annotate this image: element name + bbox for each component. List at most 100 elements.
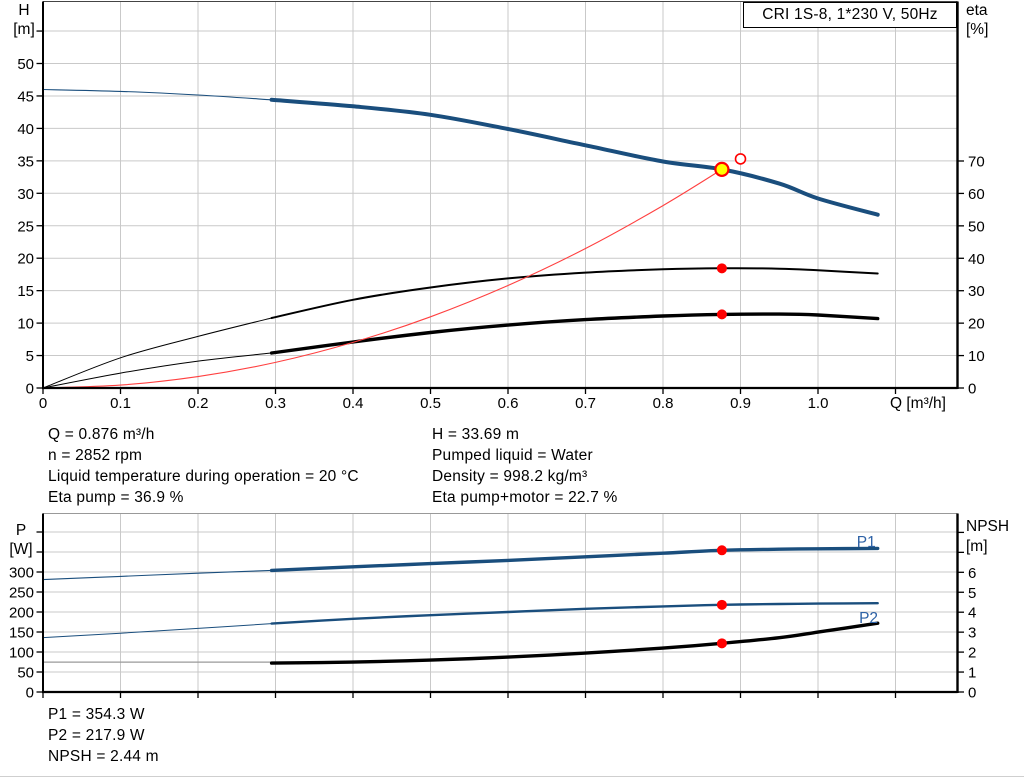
y-right-tick-label: 20 (968, 316, 985, 333)
x-tick-label: 0.7 (575, 395, 596, 412)
y-left-tick-label: 25 (17, 218, 34, 235)
qh-curve (269, 97, 880, 217)
y-right-tick-label: 6 (968, 565, 976, 582)
x-tick-label: 1.0 (808, 395, 829, 412)
y-left-tick-label: 150 (9, 625, 34, 642)
y-left-tick-label: 5 (26, 348, 34, 365)
p1-curve-extension (42, 569, 273, 581)
y-right-tick-label: 40 (968, 251, 985, 268)
p1-duty-dot (716, 545, 727, 556)
qh-eta-series (42, 88, 880, 389)
pump-title-text: CRI 1S-8, 1*230 V, 50Hz (762, 6, 938, 23)
eta-pump-motor-curve-extension (42, 352, 273, 389)
eta-pump-text: Eta pump = 36.9 % (48, 489, 184, 506)
y-right-tick-label: 30 (968, 283, 985, 300)
qh-eta-chart: 0 5 10 15 20 25 30 35 40 45 50 0 10 20 30 40 50 60 70 0 0.1 0… (13, 1, 988, 412)
x-tick-label: 0.5 (420, 395, 441, 412)
power-npsh-gridlines (43, 513, 958, 692)
p2-value-text: P2 = 217.9 W (48, 727, 145, 744)
y-left-axis-title: [m] (13, 21, 35, 38)
x-axis-title: Q [m³/h] (890, 395, 946, 412)
npsh-duty-dot (716, 638, 727, 649)
density-text: Density = 998.2 kg/m³ (432, 468, 588, 485)
y-left-tick-label: 100 (9, 645, 34, 662)
npsh-curve (269, 621, 880, 665)
y-left-tick-label: 30 (17, 186, 34, 203)
y-left-tick-label: 50 (17, 56, 34, 73)
bottom-divider-line (0, 776, 1024, 777)
y-left-tick-label: 0 (26, 381, 34, 398)
y-left-tick-label: 50 (17, 665, 34, 682)
pump-title-box: CRI 1S-8, 1*230 V, 50Hz (743, 2, 957, 28)
y-right-tick-label: 5 (968, 585, 976, 602)
y-right-tick-label: 10 (968, 348, 985, 365)
duty-flow-text: Q = 0.876 m³/h (48, 426, 155, 443)
y-left-tick-label: 10 (17, 316, 34, 333)
y-right-axis-title: NPSH (966, 518, 1009, 535)
duty-point-marker (714, 161, 730, 177)
y-left-tick-label: 20 (17, 251, 34, 268)
y-right-tick-label: 2 (968, 645, 976, 662)
x-tick-label: 0.2 (188, 395, 209, 412)
y-right-tick-label: 3 (968, 625, 976, 642)
p2-curve (270, 602, 879, 625)
y-right-axis-title: eta (966, 2, 988, 19)
npsh-value-text: NPSH = 2.44 m (48, 748, 159, 765)
y-right-tick-label: 1 (968, 665, 976, 682)
y-left-tick-label: 200 (9, 605, 34, 622)
eta-pump-motor-duty-dot (716, 309, 727, 320)
y-left-tick-label: 15 (17, 283, 34, 300)
duty-head-text: H = 33.69 m (432, 426, 520, 443)
y-left-tick-label: 300 (9, 565, 34, 582)
duty-speed-text: n = 2852 rpm (48, 447, 143, 464)
x-tick-label: 0 (39, 395, 47, 412)
eta-pump-curve (270, 267, 879, 319)
x-tick-label: 0.9 (730, 395, 751, 412)
y-left-tick-label: 250 (9, 585, 34, 602)
y-right-tick-label: 0 (968, 685, 976, 702)
y-left-axis-title: [W] (9, 541, 32, 558)
power-npsh-chart: 0 50 100 150 200 250 300 0 1 2 3 4 5 6 P [W] NPSH [m] P1 P2 (9, 513, 1009, 702)
qh-curve-extension (42, 88, 273, 101)
qh-eta-axes: 0 5 10 15 20 25 30 35 40 45 50 0 10 20 30 40 50 60 70 0 0.1 0… (13, 1, 988, 412)
x-tick-label: 0.3 (265, 395, 286, 412)
eta-pump-motor-curve (269, 312, 880, 355)
y-right-tick-label: 50 (968, 218, 985, 235)
p2-curve-extension (42, 623, 273, 639)
y-right-tick-label: 0 (968, 381, 976, 398)
power-npsh-axes: 0 50 100 150 200 250 300 0 1 2 3 4 5 6 P [W] NPSH [m] (9, 513, 1009, 702)
y-right-tick-label: 60 (968, 186, 985, 203)
power-npsh-series (42, 546, 880, 665)
p2-curve-label: P2 (859, 610, 878, 627)
y-right-tick-label: 70 (968, 153, 985, 170)
x-tick-label: 0.6 (498, 395, 519, 412)
y-right-axis-title: [m] (966, 538, 988, 555)
eta-pump-duty-dot (716, 263, 727, 274)
y-left-tick-label: 0 (26, 685, 34, 702)
eta-pump-curve-extension (42, 317, 273, 389)
rated-point-open-marker (734, 153, 747, 165)
p1-curve-label: P1 (857, 534, 876, 551)
y-left-tick-label: 35 (17, 153, 34, 170)
y-right-axis-title: [%] (966, 21, 988, 38)
y-right-tick-label: 4 (968, 605, 976, 622)
liquid-temperature-text: Liquid temperature during operation = 20… (48, 468, 359, 485)
y-left-tick-label: 45 (17, 88, 34, 105)
x-tick-label: 0.1 (110, 395, 131, 412)
power-npsh-markers (716, 545, 727, 649)
pumped-liquid-text: Pumped liquid = Water (432, 447, 593, 464)
y-left-axis-title: P (16, 522, 26, 539)
x-tick-label: 0.4 (343, 395, 364, 412)
eta-pump-motor-text: Eta pump+motor = 22.7 % (432, 489, 618, 506)
x-tick-label: 0.8 (653, 395, 674, 412)
qh-eta-gridlines (43, 1, 958, 388)
qh-eta-markers (714, 153, 747, 320)
p1-value-text: P1 = 354.3 W (48, 706, 145, 723)
y-left-axis-title: H (18, 2, 29, 19)
system-curve (42, 168, 723, 389)
p2-duty-dot (716, 599, 727, 610)
y-left-tick-label: 40 (17, 121, 34, 138)
p1-curve (269, 546, 880, 573)
